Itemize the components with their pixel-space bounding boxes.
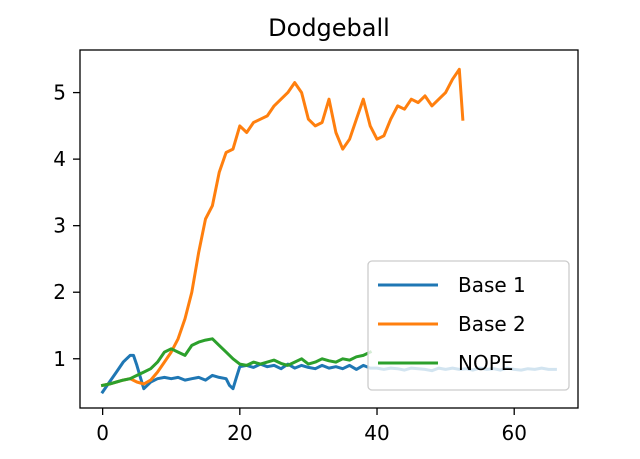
x-tick-label: 20 (227, 421, 252, 445)
y-tick-label: 4 (53, 147, 66, 171)
y-tick-label: 2 (53, 280, 66, 304)
legend-box (367, 260, 570, 391)
chart-title: Dodgeball (268, 14, 390, 42)
series-line-nope (100, 337, 373, 388)
axes: 0 20 40 60 1 2 3 4 5 (53, 49, 579, 445)
legend-label: Base 2 (458, 312, 526, 336)
x-tick-label: 60 (501, 421, 526, 445)
series-line-base-2 (100, 67, 465, 388)
x-tick-label: 40 (364, 421, 389, 445)
x-tick-label: 0 (96, 421, 109, 445)
y-tick-label: 3 (53, 214, 66, 238)
y-tick-label: 1 (53, 347, 66, 371)
legend-label: Base 1 (458, 273, 526, 297)
legend-label: NOPE (458, 351, 513, 375)
legend: Base 1 Base 2 NOPE (367, 260, 570, 391)
axes-frame (79, 49, 579, 409)
y-tick-label: 5 (53, 81, 66, 105)
